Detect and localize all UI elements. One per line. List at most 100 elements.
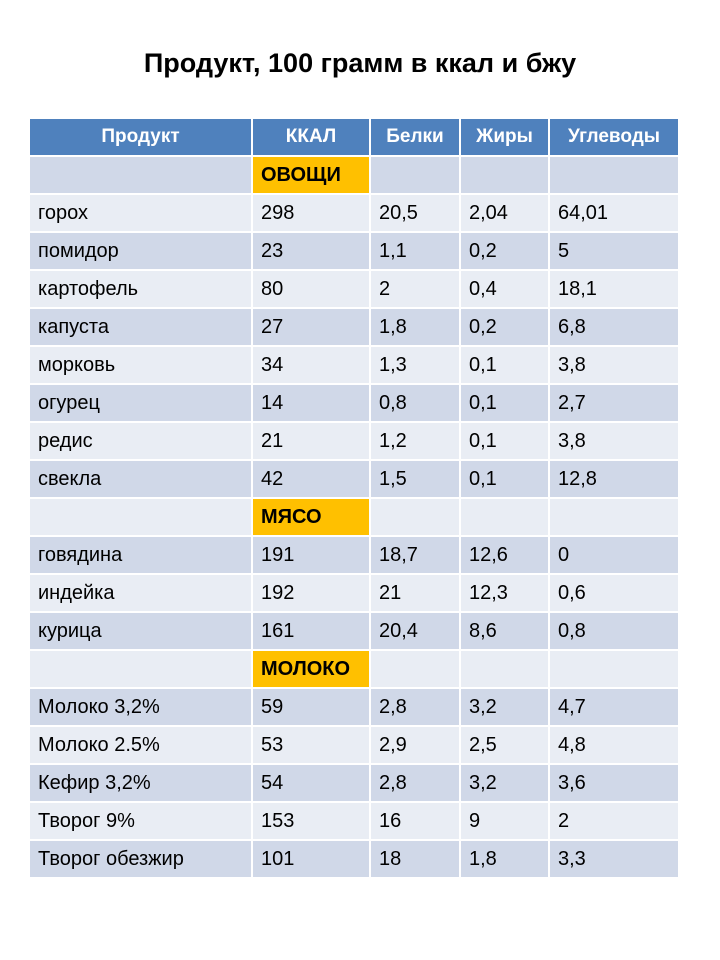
table-row: Творог 9% 153 16 9 2 <box>28 801 680 841</box>
column-header-carbs: Углеводы <box>548 117 680 157</box>
carbs-cell: 3,8 <box>548 421 680 461</box>
empty-cell <box>548 497 680 537</box>
product-name-cell: помидор <box>28 231 253 271</box>
fat-cell: 2,5 <box>459 725 550 765</box>
product-name-cell: Творог 9% <box>28 801 253 841</box>
empty-cell <box>459 155 550 195</box>
kcal-cell: 53 <box>251 725 371 765</box>
column-header-fat: Жиры <box>459 117 550 157</box>
section-label: ОВОЩИ <box>251 155 371 195</box>
fat-cell: 2,04 <box>459 193 550 233</box>
product-name-cell: Молоко 2.5% <box>28 725 253 765</box>
product-name-cell: индейка <box>28 573 253 613</box>
protein-cell: 2,8 <box>369 763 461 803</box>
fat-cell: 9 <box>459 801 550 841</box>
carbs-cell: 2 <box>548 801 680 841</box>
protein-cell: 20,4 <box>369 611 461 651</box>
product-name-cell: свекла <box>28 459 253 499</box>
protein-cell: 20,5 <box>369 193 461 233</box>
table-row: огурец 14 0,8 0,1 2,7 <box>28 383 680 423</box>
protein-cell: 0,8 <box>369 383 461 423</box>
kcal-cell: 54 <box>251 763 371 803</box>
empty-cell <box>459 649 550 689</box>
carbs-cell: 4,7 <box>548 687 680 727</box>
empty-cell <box>369 649 461 689</box>
table-row: индейка 192 21 12,3 0,6 <box>28 573 680 613</box>
carbs-cell: 12,8 <box>548 459 680 499</box>
kcal-cell: 21 <box>251 421 371 461</box>
section-label: МЯСО <box>251 497 371 537</box>
table-row: редис 21 1,2 0,1 3,8 <box>28 421 680 461</box>
carbs-cell: 2,7 <box>548 383 680 423</box>
table-row: морковь 34 1,3 0,1 3,8 <box>28 345 680 385</box>
product-name-cell: морковь <box>28 345 253 385</box>
protein-cell: 1,3 <box>369 345 461 385</box>
kcal-cell: 298 <box>251 193 371 233</box>
protein-cell: 18,7 <box>369 535 461 575</box>
kcal-cell: 59 <box>251 687 371 727</box>
carbs-cell: 0,8 <box>548 611 680 651</box>
fat-cell: 0,2 <box>459 307 550 347</box>
kcal-cell: 42 <box>251 459 371 499</box>
table-body: ОВОЩИ горох 298 20,5 2,04 64,01 помидор 23 1,1 0,… <box>28 155 680 879</box>
carbs-cell: 0 <box>548 535 680 575</box>
empty-cell <box>28 497 253 537</box>
kcal-cell: 27 <box>251 307 371 347</box>
kcal-cell: 101 <box>251 839 371 879</box>
empty-cell <box>28 649 253 689</box>
protein-cell: 1,8 <box>369 307 461 347</box>
table-row: Молоко 3,2% 59 2,8 3,2 4,7 <box>28 687 680 727</box>
protein-cell: 1,2 <box>369 421 461 461</box>
carbs-cell: 3,6 <box>548 763 680 803</box>
table-row: говядина 191 18,7 12,6 0 <box>28 535 680 575</box>
section-row: ОВОЩИ <box>28 155 680 195</box>
kcal-cell: 161 <box>251 611 371 651</box>
section-row: МЯСО <box>28 497 680 537</box>
carbs-cell: 3,3 <box>548 839 680 879</box>
protein-cell: 1,5 <box>369 459 461 499</box>
kcal-cell: 80 <box>251 269 371 309</box>
table-row: горох 298 20,5 2,04 64,01 <box>28 193 680 233</box>
column-header-kcal: ККАЛ <box>251 117 371 157</box>
empty-cell <box>369 497 461 537</box>
product-name-cell: Молоко 3,2% <box>28 687 253 727</box>
fat-cell: 3,2 <box>459 763 550 803</box>
product-name-cell: курица <box>28 611 253 651</box>
section-label: МОЛОКО <box>251 649 371 689</box>
product-name-cell: горох <box>28 193 253 233</box>
carbs-cell: 4,8 <box>548 725 680 765</box>
table-row: Молоко 2.5% 53 2,9 2,5 4,8 <box>28 725 680 765</box>
fat-cell: 0,1 <box>459 421 550 461</box>
kcal-cell: 192 <box>251 573 371 613</box>
fat-cell: 3,2 <box>459 687 550 727</box>
carbs-cell: 6,8 <box>548 307 680 347</box>
table-row: капуста 27 1,8 0,2 6,8 <box>28 307 680 347</box>
fat-cell: 0,1 <box>459 345 550 385</box>
table-row: Кефир 3,2% 54 2,8 3,2 3,6 <box>28 763 680 803</box>
kcal-cell: 34 <box>251 345 371 385</box>
fat-cell: 0,2 <box>459 231 550 271</box>
product-name-cell: картофель <box>28 269 253 309</box>
table-row: свекла 42 1,5 0,1 12,8 <box>28 459 680 499</box>
section-row: МОЛОКО <box>28 649 680 689</box>
table-row: картофель 80 2 0,4 18,1 <box>28 269 680 309</box>
header-row: Продукт ККАЛ Белки Жиры Углеводы <box>28 117 680 157</box>
protein-cell: 16 <box>369 801 461 841</box>
empty-cell <box>28 155 253 195</box>
empty-cell <box>548 649 680 689</box>
page-title: Продукт, 100 грамм в ккал и бжу <box>143 48 577 78</box>
carbs-cell: 18,1 <box>548 269 680 309</box>
product-name-cell: огурец <box>28 383 253 423</box>
nutrition-table: Продукт ККАЛ Белки Жиры Углеводы ОВОЩИ го… <box>28 117 680 879</box>
protein-cell: 18 <box>369 839 461 879</box>
fat-cell: 1,8 <box>459 839 550 879</box>
fat-cell: 0,1 <box>459 459 550 499</box>
kcal-cell: 191 <box>251 535 371 575</box>
table-row: Творог обезжир 101 18 1,8 3,3 <box>28 839 680 879</box>
table-row: помидор 23 1,1 0,2 5 <box>28 231 680 271</box>
product-name-cell: Творог обезжир <box>28 839 253 879</box>
carbs-cell: 3,8 <box>548 345 680 385</box>
column-header-product: Продукт <box>28 117 253 157</box>
fat-cell: 12,3 <box>459 573 550 613</box>
fat-cell: 8,6 <box>459 611 550 651</box>
